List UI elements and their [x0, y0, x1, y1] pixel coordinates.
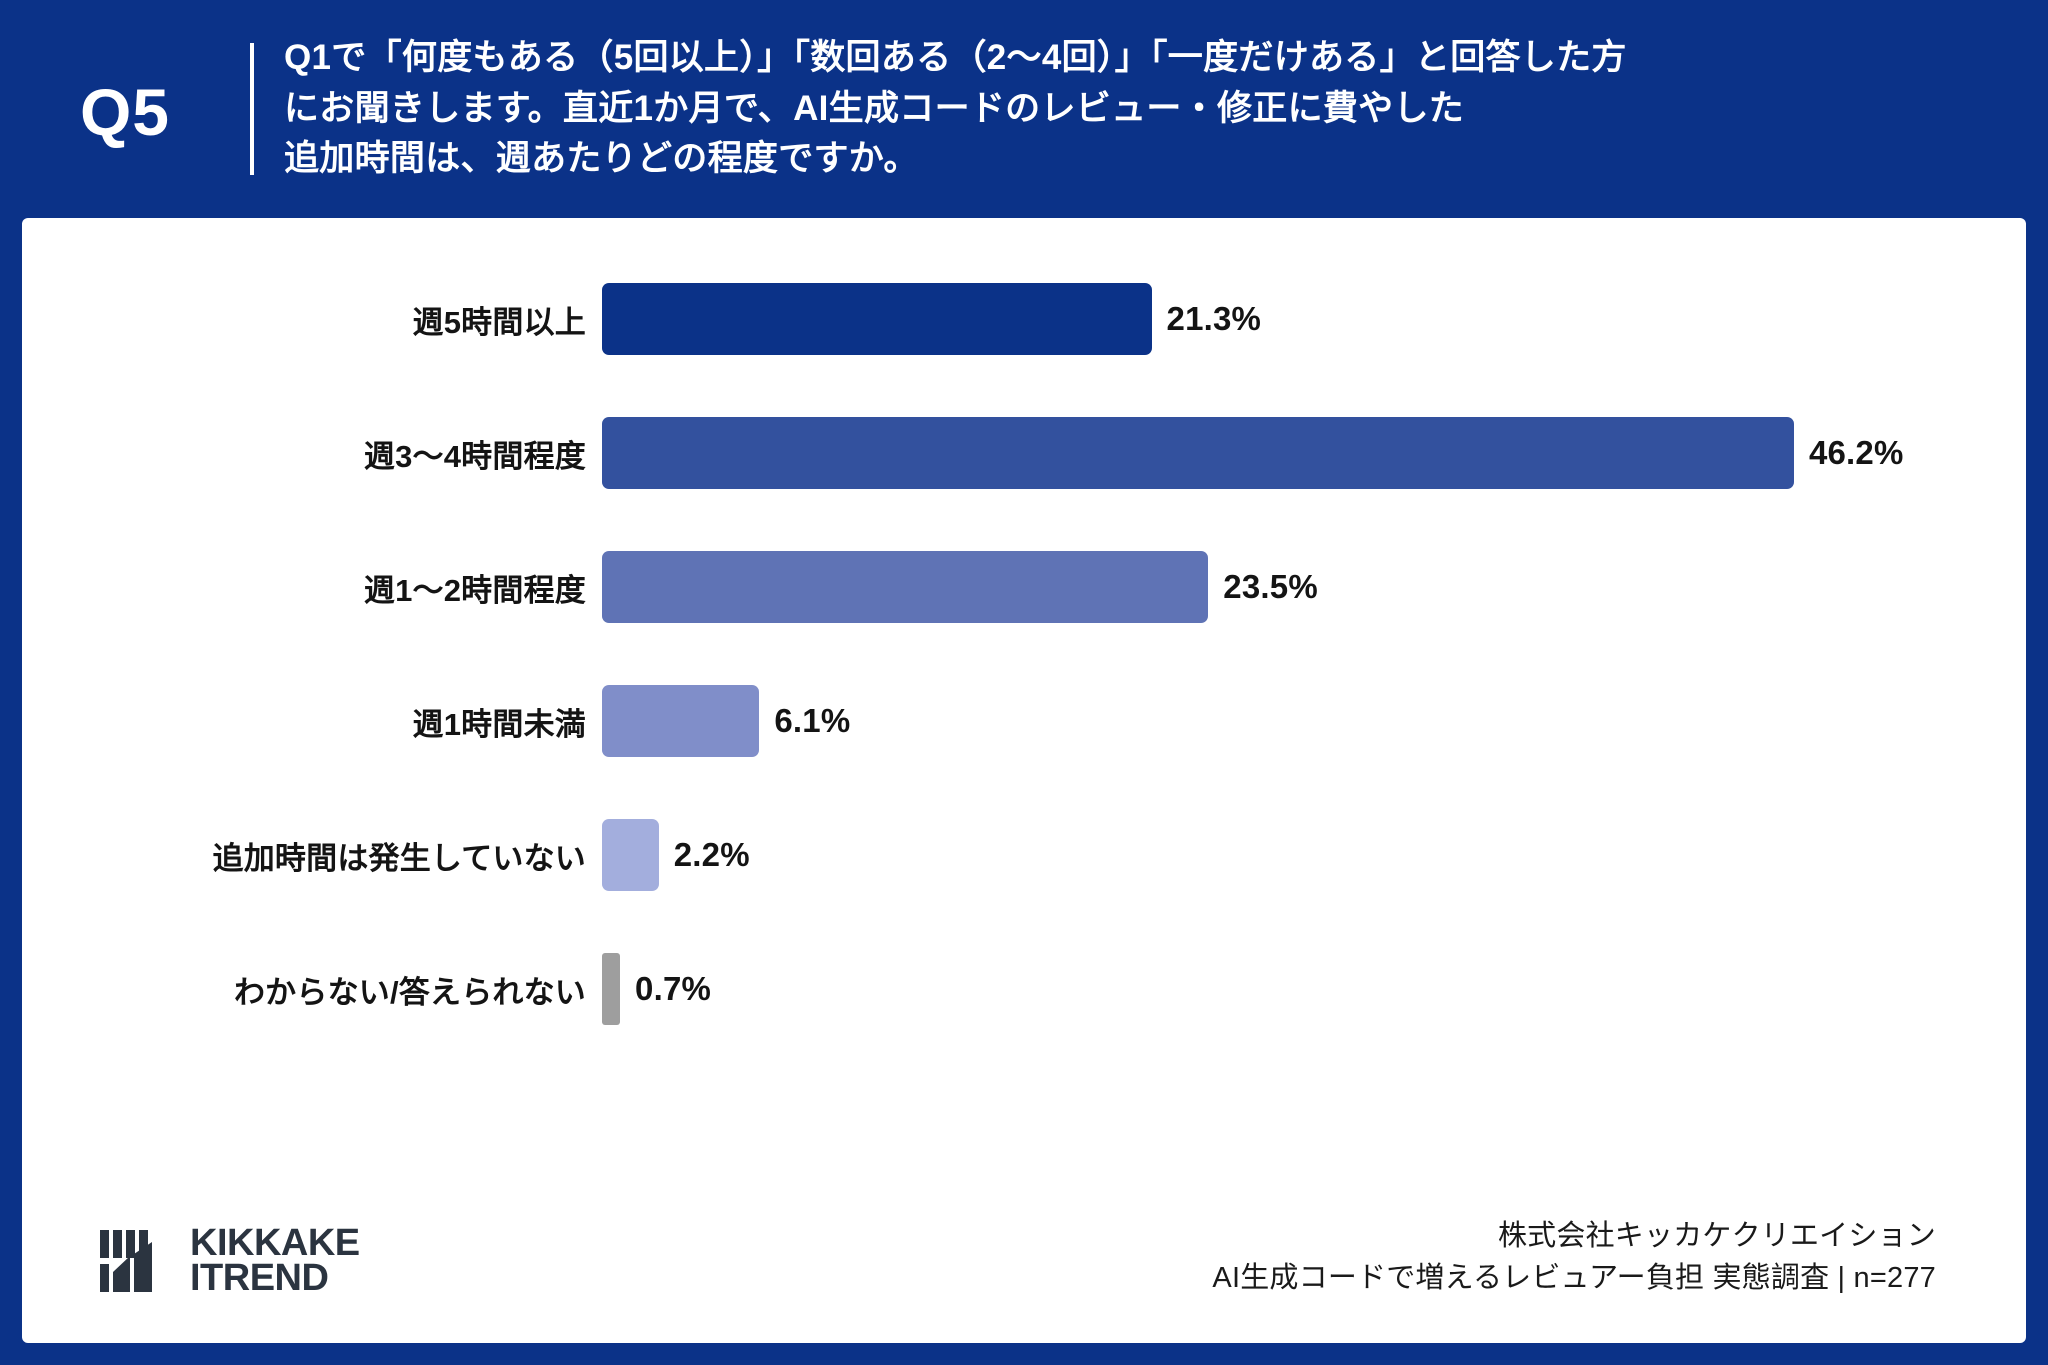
logo-word-line1: KIKKAKE	[190, 1221, 360, 1264]
bar-category-label: 追加時間は発生していない	[212, 840, 586, 876]
bar	[602, 819, 659, 891]
bar-value-label: 6.1%	[774, 702, 851, 739]
bar-value-label: 23.5%	[1223, 568, 1318, 605]
bar-value-label: 0.7%	[635, 970, 712, 1007]
header-divider	[250, 43, 254, 175]
bar-track: 23.5%	[602, 551, 2026, 623]
bar	[602, 551, 1209, 623]
bar-track: 46.2%	[602, 417, 2026, 489]
bar-chart-logo-icon	[100, 1226, 176, 1297]
bar	[602, 417, 1794, 489]
bar-value-label: 2.2%	[673, 836, 750, 873]
credit-block: 株式会社キッカケクリエイション AI生成コードで増えるレビュアー負担 実態調査 …	[1212, 1215, 1936, 1299]
question-number: Q5	[79, 75, 171, 149]
chart-row: 週3〜4時間程度 46.2%	[22, 386, 2026, 520]
bar-category-label: 週1時間未満	[412, 706, 586, 742]
bar-category-label: 週1〜2時間程度	[363, 572, 586, 608]
logo-word-line2: ITREND	[190, 1257, 329, 1300]
bar-track: 0.7%	[602, 953, 2026, 1025]
slide-footer: KIKKAKE ITREND 株式会社キッカケクリエイション AI生成コードで増…	[22, 1173, 2026, 1343]
chart-row: わからない/答えられない 0.7%	[22, 922, 2026, 1056]
chart-row: 週1時間未満 6.1%	[22, 654, 2026, 788]
bar-track: 6.1%	[602, 685, 2026, 757]
bar-chart: 週5時間以上 21.3% 週3〜4時間程度 46.2% 週1〜2時間程度 23.5% 週1時…	[22, 252, 2026, 1172]
bar-category-label: 週3〜4時間程度	[363, 438, 586, 474]
brand-logo: KIKKAKE ITREND	[100, 1221, 360, 1300]
survey-name: AI生成コードで増えるレビュアー負担 実態調査 | n=277	[1212, 1261, 1936, 1294]
slide-header: Q5 Q1で「何度もある（5回以上）」「数回ある（2〜4回）」「一度だけある」と…	[0, 0, 2048, 218]
chart-row: 週5時間以上 21.3%	[22, 252, 2026, 386]
bar-track: 2.2%	[602, 819, 2026, 891]
chart-row: 追加時間は発生していない 2.2%	[22, 788, 2026, 922]
bar-value-label: 46.2%	[1808, 434, 1904, 471]
company-name: 株式会社キッカケクリエイション	[1497, 1219, 1936, 1252]
bar	[602, 953, 621, 1025]
bar-category-label: わからない/答えられない	[233, 974, 586, 1010]
content-card: 週5時間以上 21.3% 週3〜4時間程度 46.2% 週1〜2時間程度 23.5% 週1時…	[22, 218, 2026, 1343]
bar	[602, 685, 760, 757]
bar-value-label: 21.3%	[1166, 300, 1262, 337]
question-text: Q1で「何度もある（5回以上）」「数回ある（2〜4回）」「一度だけある」と回答し…	[284, 38, 1627, 179]
chart-row: 週1〜2時間程度 23.5%	[22, 520, 2026, 654]
bar-track: 21.3%	[602, 283, 2026, 355]
bar-category-label: 週5時間以上	[412, 304, 586, 340]
bar	[602, 283, 1152, 355]
logo-wordmark: KIKKAKE ITREND	[190, 1221, 360, 1300]
